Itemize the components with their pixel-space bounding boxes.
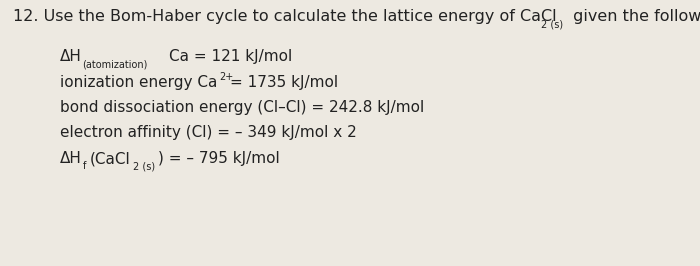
Text: f: f: [83, 161, 86, 172]
Text: ) = – 795 kJ/mol: ) = – 795 kJ/mol: [158, 151, 279, 166]
Text: (atomization): (atomization): [83, 60, 148, 69]
Text: bond dissociation energy (Cl–Cl) = 242.8 kJ/mol: bond dissociation energy (Cl–Cl) = 242.8…: [60, 100, 424, 115]
Text: given the following data:: given the following data:: [568, 9, 700, 24]
Text: 2 (s): 2 (s): [541, 19, 563, 30]
Text: ΔH: ΔH: [60, 49, 82, 64]
Text: (CaCl: (CaCl: [90, 151, 130, 166]
Text: electron affinity (Cl) = – 349 kJ/mol x 2: electron affinity (Cl) = – 349 kJ/mol x …: [60, 126, 357, 140]
Text: 2+: 2+: [220, 72, 234, 82]
Text: = 1735 kJ/mol: = 1735 kJ/mol: [230, 74, 338, 89]
Text: ionization energy Ca: ionization energy Ca: [60, 74, 218, 89]
Text: Ca = 121 kJ/mol: Ca = 121 kJ/mol: [169, 49, 293, 64]
Text: 12. Use the Bom-Haber cycle to calculate the lattice energy of CaCl: 12. Use the Bom-Haber cycle to calculate…: [13, 9, 556, 24]
Text: 2 (s): 2 (s): [133, 161, 155, 172]
Text: ΔH: ΔH: [60, 151, 82, 166]
